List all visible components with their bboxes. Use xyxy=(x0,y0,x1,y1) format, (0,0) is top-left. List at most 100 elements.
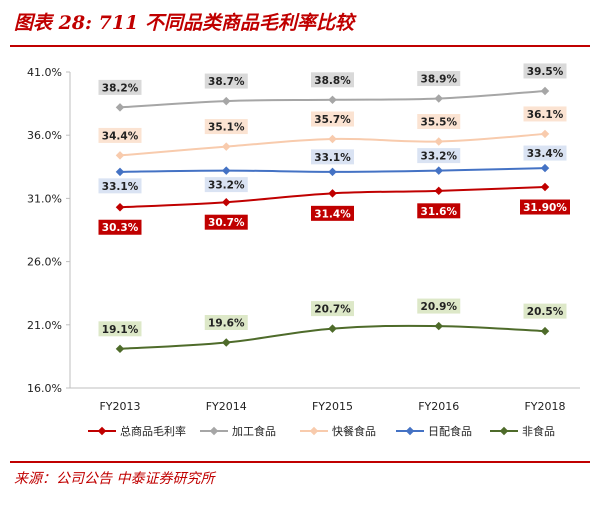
data-label: 31.90% xyxy=(523,202,567,214)
series-point-4 xyxy=(115,344,125,354)
series-point-3 xyxy=(328,167,337,177)
data-label: 19.6% xyxy=(208,317,245,329)
legend-swatch-marker xyxy=(309,426,319,436)
series-point-2 xyxy=(328,134,337,144)
data-label: 34.4% xyxy=(102,130,139,142)
data-label-box xyxy=(417,71,461,87)
y-tick-label: 41.0% xyxy=(27,66,62,79)
data-label-box xyxy=(98,321,142,337)
series-point-3 xyxy=(540,163,550,173)
data-label-box xyxy=(523,303,567,319)
series-point-0 xyxy=(222,197,231,207)
series-point-3 xyxy=(222,166,231,175)
series-point-1 xyxy=(222,96,231,106)
data-label: 33.4% xyxy=(527,148,564,160)
data-label: 20.5% xyxy=(527,306,564,318)
data-label-box xyxy=(98,178,142,194)
data-label: 38.7% xyxy=(208,76,245,88)
legend-label: 快餐食品 xyxy=(332,424,376,438)
data-label-box xyxy=(417,148,461,164)
legend-label: 日配食品 xyxy=(428,424,472,438)
title-divider xyxy=(10,45,590,47)
series-point-2 xyxy=(434,137,443,146)
data-label: 35.5% xyxy=(421,117,458,129)
series-point-3 xyxy=(434,166,443,175)
x-tick-label: FY2018 xyxy=(524,400,565,413)
series-point-1 xyxy=(434,94,443,103)
legend-swatch-marker xyxy=(209,426,219,436)
series-point-1 xyxy=(540,86,550,96)
series-point-3 xyxy=(115,167,125,177)
series-point-4 xyxy=(434,321,443,331)
x-tick-label: FY2015 xyxy=(312,400,353,413)
data-label-box xyxy=(98,219,142,235)
data-label-box xyxy=(204,314,248,330)
x-tick-label: FY2016 xyxy=(418,400,459,413)
source-note: 来源：公司公告 中泰证券研究所 xyxy=(14,471,215,487)
data-label-box xyxy=(417,114,461,130)
legend-swatch-marker xyxy=(405,426,415,436)
series-point-2 xyxy=(115,151,125,160)
y-tick-label: 36.0% xyxy=(27,129,62,142)
data-label-box xyxy=(311,301,354,317)
x-tick-label: FY2013 xyxy=(99,400,140,413)
data-label-box xyxy=(98,127,142,143)
data-label: 39.5% xyxy=(527,66,564,78)
series-point-4 xyxy=(222,338,231,347)
data-label-box xyxy=(311,72,354,88)
data-label: 33.2% xyxy=(208,180,245,192)
data-label-box xyxy=(523,106,567,122)
data-label: 35.1% xyxy=(208,122,245,134)
legend-label: 总商品毛利率 xyxy=(120,424,186,438)
data-label: 20.7% xyxy=(314,304,351,316)
data-label-box xyxy=(523,145,567,161)
data-label-box xyxy=(204,119,248,135)
data-label: 30.7% xyxy=(208,217,245,229)
legend-label: 非食品 xyxy=(522,424,555,438)
data-label: 33.1% xyxy=(102,181,139,193)
data-label-box xyxy=(417,203,461,219)
series-point-1 xyxy=(115,103,125,112)
legend-swatch-marker xyxy=(499,426,509,436)
data-label: 38.9% xyxy=(421,74,458,86)
series-point-4 xyxy=(328,324,337,333)
data-label-box xyxy=(311,205,354,221)
data-label: 33.2% xyxy=(421,151,458,163)
data-label-box xyxy=(98,79,142,95)
data-label-box xyxy=(417,298,461,314)
data-label-box xyxy=(311,149,354,165)
data-label: 33.1% xyxy=(314,152,351,164)
data-label: 38.8% xyxy=(314,75,351,87)
legend-label: 加工食品 xyxy=(232,424,276,438)
data-label: 31.4% xyxy=(314,208,351,220)
data-label: 35.7% xyxy=(314,114,351,126)
data-label: 31.6% xyxy=(421,206,458,218)
data-label: 36.1% xyxy=(527,109,564,121)
y-tick-label: 16.0% xyxy=(27,382,62,395)
series-point-4 xyxy=(540,326,550,336)
series-point-0 xyxy=(540,182,550,192)
legend-swatch-marker xyxy=(97,426,107,436)
y-tick-label: 26.0% xyxy=(27,256,62,269)
data-label: 20.9% xyxy=(421,301,458,313)
series-point-2 xyxy=(540,129,550,139)
data-label: 19.1% xyxy=(102,324,139,336)
data-label: 30.3% xyxy=(102,222,139,234)
series-point-0 xyxy=(434,186,443,196)
data-label-box xyxy=(204,177,248,193)
y-tick-label: 31.0% xyxy=(27,192,62,205)
data-label-box xyxy=(204,214,248,230)
data-label-box xyxy=(523,63,567,79)
source-divider xyxy=(10,461,590,463)
chart-title: 图表 28: 711 不同品类商品毛利率比较 xyxy=(14,12,354,34)
x-tick-label: FY2014 xyxy=(206,400,247,413)
data-label-box xyxy=(311,111,354,127)
y-tick-label: 21.0% xyxy=(27,319,62,332)
data-label: 38.2% xyxy=(102,82,139,94)
series-point-2 xyxy=(222,142,231,151)
data-label-box xyxy=(204,73,248,89)
series-point-1 xyxy=(328,95,337,105)
data-label-box xyxy=(520,199,570,215)
series-point-0 xyxy=(328,189,337,198)
